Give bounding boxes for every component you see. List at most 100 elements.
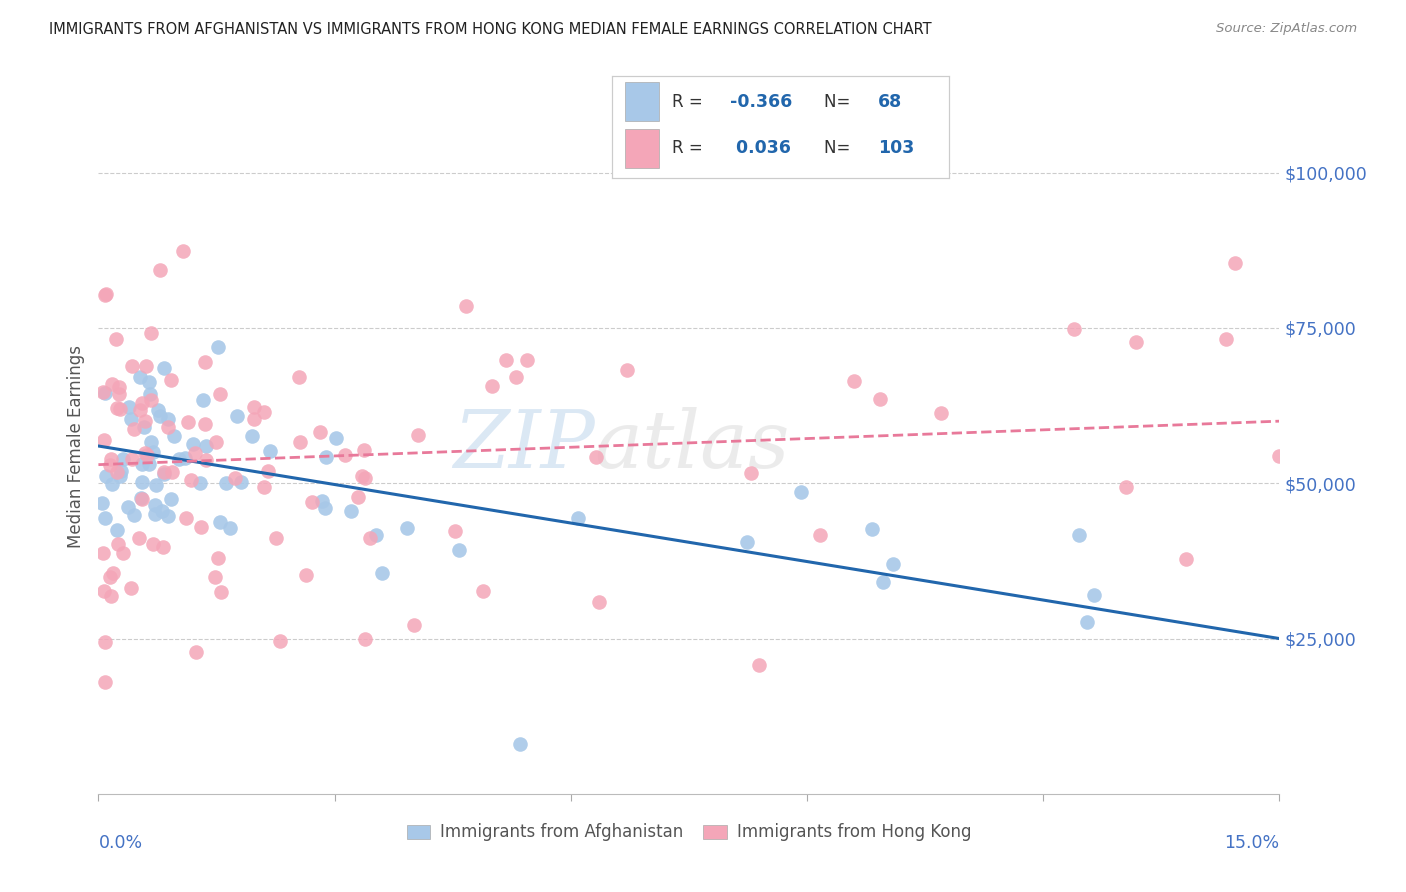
Text: 15.0%: 15.0% bbox=[1225, 834, 1279, 852]
Point bbox=[218, 521, 240, 535]
Point bbox=[107, 537, 129, 551]
Point bbox=[93, 584, 115, 599]
Point bbox=[120, 581, 142, 595]
Point bbox=[94, 510, 117, 524]
Point bbox=[105, 465, 128, 479]
Point bbox=[157, 508, 180, 523]
Point bbox=[340, 504, 363, 518]
Point bbox=[325, 432, 347, 446]
Point bbox=[142, 537, 165, 551]
Point bbox=[240, 429, 263, 443]
Point bbox=[108, 380, 131, 394]
Text: 68: 68 bbox=[879, 93, 903, 111]
Point bbox=[121, 451, 143, 466]
Point bbox=[152, 465, 174, 479]
Point bbox=[183, 436, 205, 450]
Point bbox=[142, 445, 165, 459]
Point bbox=[509, 737, 531, 751]
Point bbox=[243, 412, 266, 426]
Point bbox=[354, 471, 377, 485]
Point bbox=[616, 363, 638, 377]
Point bbox=[1076, 615, 1098, 630]
Point bbox=[882, 558, 904, 572]
Point bbox=[93, 434, 115, 448]
Point bbox=[225, 409, 247, 423]
Point bbox=[136, 448, 159, 462]
Point bbox=[153, 360, 176, 375]
Point bbox=[588, 595, 610, 609]
Point bbox=[335, 448, 357, 462]
Point bbox=[224, 471, 246, 485]
Point bbox=[91, 385, 114, 400]
Point bbox=[295, 568, 318, 582]
Point bbox=[110, 464, 132, 478]
Point bbox=[495, 353, 517, 368]
Point bbox=[100, 452, 122, 467]
Point bbox=[1268, 450, 1291, 464]
Point bbox=[143, 507, 166, 521]
Point bbox=[314, 500, 336, 515]
Point bbox=[347, 490, 370, 504]
Point bbox=[98, 570, 121, 584]
Point bbox=[253, 480, 276, 494]
Point bbox=[94, 386, 117, 401]
Point bbox=[94, 286, 117, 301]
Point bbox=[157, 412, 180, 426]
Point bbox=[120, 412, 142, 426]
Text: 0.036: 0.036 bbox=[730, 139, 790, 157]
Point bbox=[315, 450, 337, 464]
Point bbox=[309, 425, 332, 439]
Point bbox=[207, 340, 229, 354]
Point bbox=[1223, 255, 1246, 269]
Point bbox=[131, 457, 153, 471]
Point bbox=[269, 633, 291, 648]
Point bbox=[172, 244, 194, 258]
Point bbox=[94, 675, 117, 690]
Point bbox=[1083, 588, 1105, 602]
Point bbox=[505, 370, 527, 384]
Point bbox=[194, 417, 217, 432]
Point bbox=[134, 414, 156, 428]
Point bbox=[259, 444, 281, 458]
Point bbox=[929, 406, 952, 420]
Point bbox=[131, 492, 153, 507]
Point bbox=[105, 523, 128, 537]
Point bbox=[256, 464, 278, 478]
Text: Source: ZipAtlas.com: Source: ZipAtlas.com bbox=[1216, 22, 1357, 36]
Point bbox=[167, 451, 190, 466]
Point bbox=[207, 551, 229, 566]
Text: R =: R = bbox=[672, 139, 709, 157]
Point bbox=[122, 422, 145, 436]
Point bbox=[122, 508, 145, 523]
Point bbox=[872, 575, 894, 590]
Point bbox=[100, 377, 122, 392]
Point bbox=[481, 379, 503, 393]
Point bbox=[145, 498, 167, 512]
Text: 0.0%: 0.0% bbox=[98, 834, 142, 852]
Point bbox=[1115, 479, 1137, 493]
Point bbox=[100, 589, 122, 603]
Point bbox=[204, 570, 226, 584]
Point bbox=[353, 443, 375, 458]
Point bbox=[748, 658, 770, 673]
Point bbox=[191, 392, 214, 407]
Point bbox=[454, 299, 477, 313]
Point bbox=[145, 478, 167, 492]
Point bbox=[132, 419, 155, 434]
Point bbox=[131, 396, 153, 410]
Point bbox=[585, 450, 607, 465]
Point bbox=[567, 511, 589, 525]
Point bbox=[162, 429, 184, 443]
Point bbox=[94, 468, 117, 483]
Point bbox=[204, 435, 226, 450]
Point bbox=[160, 465, 183, 479]
Text: atlas: atlas bbox=[595, 408, 790, 484]
Point bbox=[208, 515, 231, 529]
Point bbox=[138, 375, 160, 389]
Point bbox=[176, 415, 198, 429]
Point bbox=[138, 457, 160, 471]
Point bbox=[1067, 527, 1090, 541]
Point bbox=[231, 475, 253, 489]
Point bbox=[131, 491, 153, 505]
Point bbox=[359, 531, 381, 545]
